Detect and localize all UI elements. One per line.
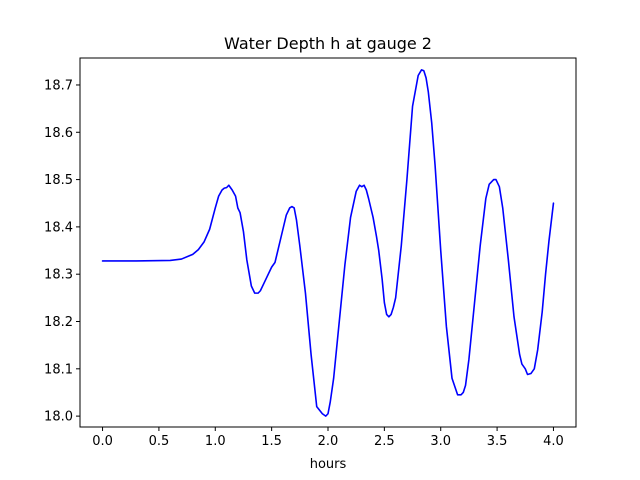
y-tick-label: 18.7 [44, 78, 73, 93]
x-tick-label: 2.0 [318, 434, 339, 449]
y-tick-label: 18.5 [44, 173, 73, 188]
series-line-1 [101, 69, 555, 417]
y-tick-label: 18.4 [44, 220, 73, 235]
series-layer [101, 69, 555, 417]
x-tick-label: 2.5 [374, 434, 395, 449]
x-tick-label: 1.5 [261, 434, 282, 449]
y-tick-label: 18.2 [44, 315, 73, 330]
plot-area [80, 58, 576, 427]
y-tick-label: 18.3 [44, 268, 73, 283]
chart-title: Water Depth h at gauge 2 [224, 34, 432, 53]
x-axis-label: hours [310, 457, 347, 472]
x-tick-label: 0.5 [149, 434, 170, 449]
x-tick-label: 3.0 [430, 434, 451, 449]
x-tick-label: 3.5 [487, 434, 508, 449]
y-tick-label: 18.6 [44, 126, 73, 141]
x-tick-label: 0.0 [92, 434, 113, 449]
x-tick-label: 4.0 [543, 434, 564, 449]
y-axis: 18.0 18.1 18.2 18.3 18.4 18.5 18.6 18.7 [44, 78, 80, 425]
x-axis: 0.0 0.5 1.0 1.5 2.0 2.5 3.0 3.5 4.0 [92, 427, 564, 449]
y-tick-label: 18.1 [44, 362, 73, 377]
y-tick-label: 18.0 [44, 410, 73, 425]
x-tick-label: 1.0 [205, 434, 226, 449]
plot-background [80, 58, 576, 427]
